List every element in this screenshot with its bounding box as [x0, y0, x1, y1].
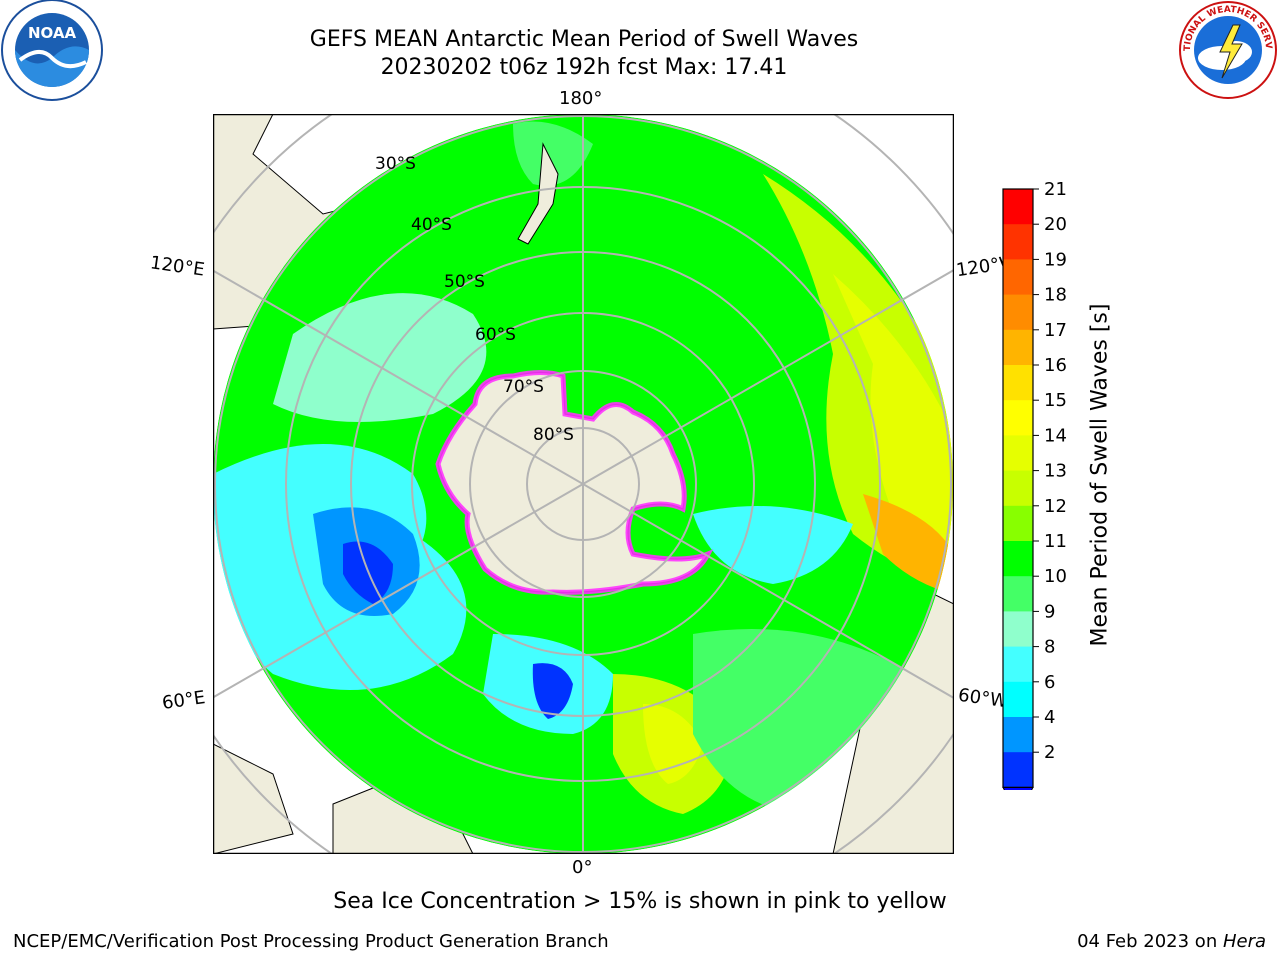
colorbar-band — [1003, 646, 1033, 683]
colorbar-outline — [1002, 188, 1034, 789]
colorbar-band — [1003, 717, 1033, 753]
colorbar-tick-label: 14 — [1044, 425, 1067, 446]
colorbar-band — [1003, 365, 1033, 401]
colorbar-band — [1003, 470, 1033, 507]
sea-ice-edge — [435, 370, 714, 595]
colorbar-tick-label: 17 — [1044, 320, 1067, 341]
colorbar-label: Mean Period of Swell Waves [s] — [1083, 290, 1117, 660]
colorbar-band — [1003, 576, 1033, 612]
colorbar-tick-label: 18 — [1044, 285, 1067, 306]
lon-label-left: 120°E — [148, 252, 206, 281]
colorbar-band — [1003, 435, 1033, 472]
colorbar-tick-label: 16 — [1044, 355, 1067, 376]
chart-title: GEFS MEAN Antarctic Mean Period of Swell… — [309, 27, 859, 52]
colorbar-label-text: Mean Period of Swell Waves [s] — [1087, 303, 1113, 647]
lat-label-50s: 50°S — [444, 272, 485, 292]
nws-logo: NATIONAL WEATHER SERVICE — [1178, 0, 1277, 99]
noaa-logo: NOAA — [1, 0, 103, 101]
colorbar-band — [1003, 224, 1033, 260]
colorbar-band — [1003, 189, 1033, 225]
lat-label-60s: 60°S — [475, 325, 516, 345]
sea-ice-note: Sea Ice Concentration > 15% is shown in … — [333, 889, 947, 914]
colorbar-band — [1003, 681, 1033, 718]
colorbar-tick-label: 8 — [1044, 637, 1055, 658]
colorbar-tick-label: 21 — [1044, 180, 1067, 200]
noaa-logo-text: NOAA — [28, 24, 77, 42]
colorbar-band — [1003, 400, 1033, 436]
lon-label-lower-left: 60°E — [160, 687, 207, 714]
colorbar-band — [1003, 259, 1033, 296]
colorbar-tick-label: 11 — [1044, 531, 1067, 552]
lat-label-40s: 40°S — [411, 215, 452, 235]
credit-text: NCEP/EMC/Verification Post Processing Pr… — [13, 931, 609, 952]
date-host-text: 04 Feb 2023 on Hera — [1077, 931, 1266, 952]
chart-subtitle: 20230202 t06z 192h fcst Max: 17.41 — [380, 55, 788, 80]
host-name: Hera — [1222, 931, 1266, 952]
colorbar-tick-label: 20 — [1044, 214, 1067, 235]
colorbar-tick-label: 6 — [1044, 672, 1055, 693]
date-text: 04 Feb 2023 on — [1077, 931, 1223, 952]
colorbar-tick-label: 2 — [1044, 742, 1055, 763]
colorbar-band — [1003, 541, 1033, 577]
new-zealand — [517, 142, 559, 245]
colorbar-tick-label: 4 — [1044, 707, 1055, 728]
colorbar-tick-label: 9 — [1044, 601, 1055, 622]
colorbar-tick-label: 19 — [1044, 249, 1067, 270]
lat-label-80s: 80°S — [533, 425, 574, 445]
colorbar-band — [1003, 505, 1033, 542]
colorbar-band — [1003, 611, 1033, 648]
colorbar-band — [1003, 329, 1033, 366]
lon-label-bottom: 0° — [572, 857, 593, 878]
colorbar-tick-label: 10 — [1044, 566, 1067, 587]
colorbar: 21 20 19 18 17 16 15 14 13 12 11 10 9 8 6 4 2 — [1002, 180, 1067, 790]
colorbar-band — [1003, 752, 1033, 788]
colorbar-tick-label: 12 — [1044, 496, 1067, 517]
lat-label-30s: 30°S — [375, 154, 416, 174]
colorbar-tick-label: 15 — [1044, 390, 1067, 411]
lon-label-top: 180° — [559, 88, 603, 109]
graticule — [213, 114, 954, 854]
colorbar-band — [1003, 294, 1033, 331]
colorbar-tick-label: 13 — [1044, 461, 1067, 482]
map-border — [213, 114, 954, 854]
polar-map: 30°S 40°S 50°S 60°S 70°S 80°S — [213, 114, 954, 854]
lat-label-70s: 70°S — [503, 377, 544, 397]
